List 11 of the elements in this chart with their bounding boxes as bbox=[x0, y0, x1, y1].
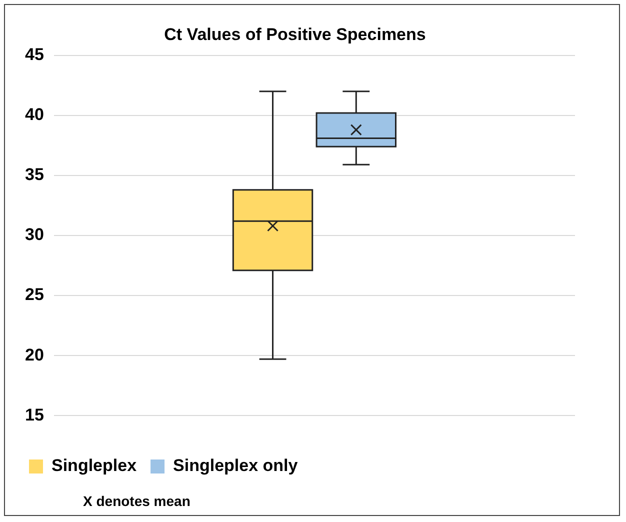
text: X denotes mean bbox=[83, 493, 190, 509]
y-tick-label: 40 bbox=[24, 105, 44, 124]
chart-title: Ct Values of Positive Specimens bbox=[164, 24, 426, 44]
y-tick-label: 45 bbox=[24, 45, 44, 64]
y-tick-label: 25 bbox=[24, 285, 44, 304]
legend-label: Singleplex bbox=[52, 456, 138, 476]
y-tick-label: 30 bbox=[24, 225, 44, 244]
y-tick-label: 20 bbox=[24, 345, 44, 364]
legend-label: Singleplex only bbox=[173, 456, 298, 476]
y-tick-label: 15 bbox=[24, 405, 44, 424]
y-tick-label: 35 bbox=[24, 165, 44, 184]
